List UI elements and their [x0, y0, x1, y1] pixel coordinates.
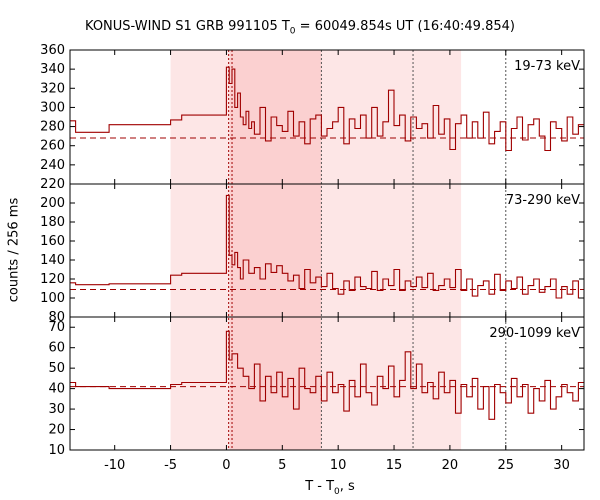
y-tick-label: 80: [48, 310, 65, 325]
y-tick-label: 40: [48, 382, 65, 397]
y-tick-label: 200: [40, 196, 65, 211]
x-axis-label: T - T0, s: [305, 479, 355, 497]
x-tick-label: -5: [164, 458, 177, 473]
energy-band-label: 19-73 keV: [514, 59, 580, 74]
y-axis-label: counts / 256 ms: [6, 197, 22, 303]
y-tick-label: 30: [48, 402, 65, 417]
energy-band-label: 73-290 keV: [506, 193, 580, 208]
x-tick-label: -10: [104, 458, 125, 473]
x-tick-label: 20: [442, 458, 459, 473]
y-tick-label: 240: [40, 158, 65, 173]
x-tick-label: 15: [386, 458, 403, 473]
y-tick-label: 20: [48, 423, 65, 438]
panel-frame: [69, 316, 585, 451]
x-tick-label: 30: [553, 458, 570, 473]
y-tick-label: 160: [40, 234, 65, 249]
x-tick-label: 5: [278, 458, 286, 473]
y-tick-label: 340: [40, 62, 65, 77]
y-tick-label: 100: [40, 291, 65, 306]
energy-band-label: 290-1099 keV: [489, 326, 580, 341]
y-tick-label: 280: [40, 120, 65, 135]
x-tick-label: 10: [330, 458, 347, 473]
y-tick-label: 60: [48, 341, 65, 356]
x-tick-label: 25: [498, 458, 515, 473]
y-tick-label: 70: [48, 320, 65, 335]
y-tick-label: 300: [40, 100, 65, 115]
y-tick-label: 220: [40, 177, 65, 192]
y-tick-label: 360: [40, 43, 65, 58]
chart-title: KONUS-WIND S1 GRB 991105 T0 = 60049.854s…: [85, 19, 515, 37]
y-tick-label: 260: [40, 139, 65, 154]
y-tick-label: 50: [48, 361, 65, 376]
y-tick-label: 180: [40, 215, 65, 230]
y-tick-label: 10: [48, 443, 65, 458]
shaded-interval-dark: [229, 50, 322, 450]
y-tick-label: 320: [40, 81, 65, 96]
y-tick-label: 120: [40, 272, 65, 287]
x-tick-label: 0: [222, 458, 230, 473]
y-tick-label: 140: [40, 253, 65, 268]
lightcurve-series-1: [70, 66, 584, 152]
lightcurve-series-3: [70, 330, 584, 420]
lightcurve-series-2: [70, 194, 584, 299]
